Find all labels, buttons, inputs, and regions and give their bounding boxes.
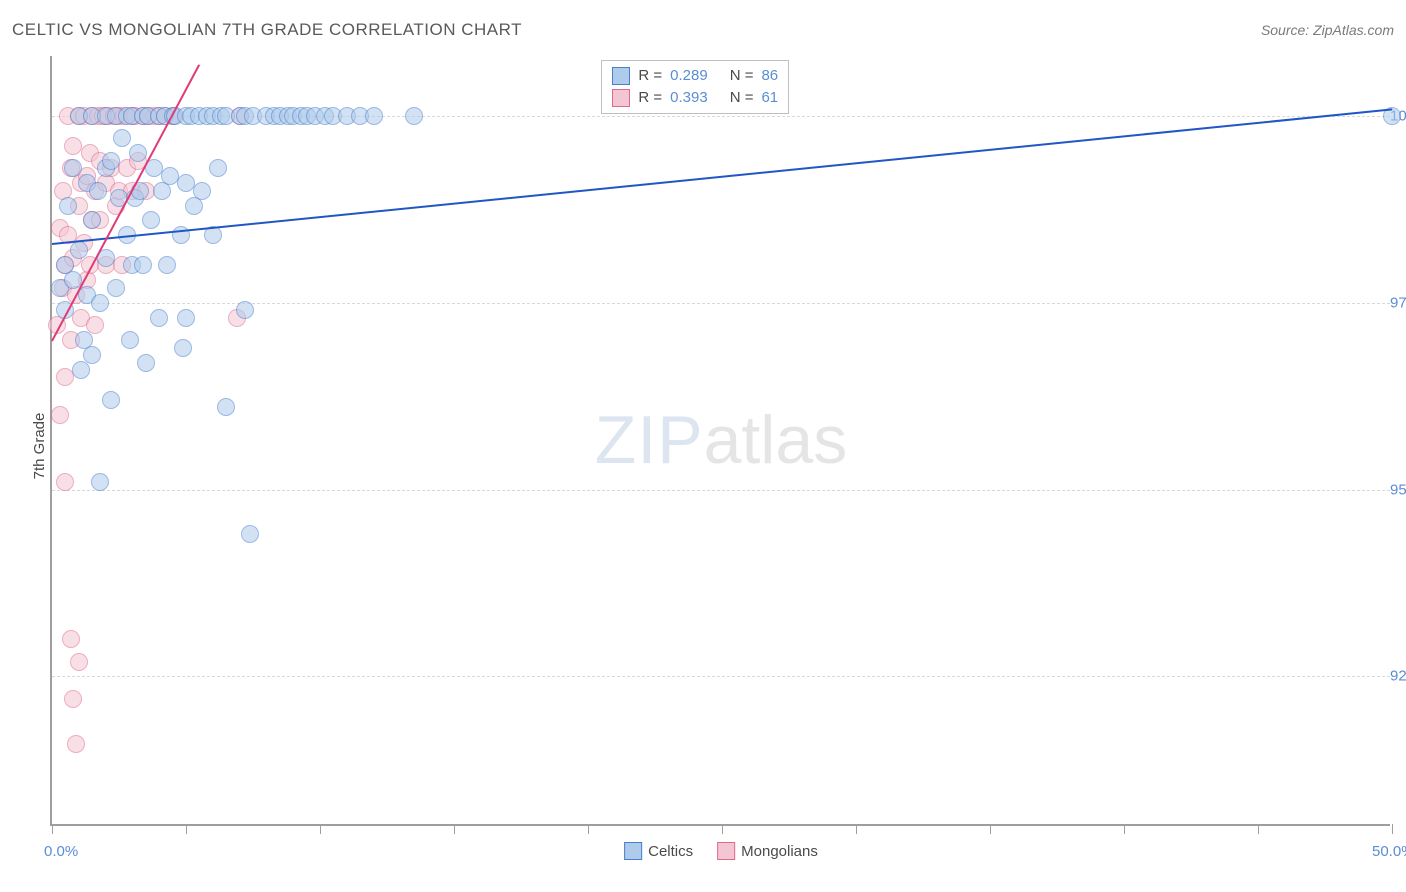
stats-row: R = 0.289 N = 86 <box>612 65 778 87</box>
data-point <box>158 256 176 274</box>
data-point <box>102 152 120 170</box>
x-tick <box>320 824 321 834</box>
y-tick-label: 97.5% <box>1390 294 1406 311</box>
stats-n-value: 86 <box>761 65 778 87</box>
data-point <box>142 211 160 229</box>
x-tick <box>1124 824 1125 834</box>
stats-r-label: R = <box>638 65 662 87</box>
x-tick <box>454 824 455 834</box>
x-tick <box>52 824 53 834</box>
y-tick-label: 92.5% <box>1390 668 1406 685</box>
data-point <box>107 279 125 297</box>
data-point <box>121 331 139 349</box>
data-point <box>129 144 147 162</box>
gridline-h <box>52 676 1390 677</box>
y-tick-label: 95.0% <box>1390 481 1406 498</box>
data-point <box>405 107 423 125</box>
stats-n-value: 61 <box>761 87 778 109</box>
data-point <box>83 346 101 364</box>
data-point <box>365 107 383 125</box>
stats-swatch <box>612 89 630 107</box>
data-point <box>64 690 82 708</box>
x-tick <box>1258 824 1259 834</box>
gridline-h <box>52 490 1390 491</box>
legend-label: Mongolians <box>741 843 818 860</box>
stats-row: R = 0.393 N = 61 <box>612 87 778 109</box>
data-point <box>241 525 259 543</box>
legend-swatch <box>624 842 642 860</box>
data-point <box>137 354 155 372</box>
chart-source: Source: ZipAtlas.com <box>1261 22 1394 38</box>
data-point <box>217 398 235 416</box>
stats-r-label: R = <box>638 87 662 109</box>
data-point <box>56 473 74 491</box>
legend-item: Celtics <box>624 842 693 860</box>
legend-item: Mongolians <box>717 842 818 860</box>
data-point <box>89 182 107 200</box>
data-point <box>91 473 109 491</box>
data-point <box>193 182 211 200</box>
correlation-stats-box: R = 0.289 N = 86 R = 0.393 N = 61 <box>601 60 789 114</box>
watermark: ZIPatlas <box>595 401 847 479</box>
stats-n-label: N = <box>730 87 754 109</box>
legend-label: Celtics <box>648 843 693 860</box>
chart-title: CELTIC VS MONGOLIAN 7TH GRADE CORRELATIO… <box>12 20 522 40</box>
source-prefix: Source: <box>1261 22 1313 38</box>
x-tick-label: 50.0% <box>1372 843 1406 860</box>
trend-line <box>52 108 1392 245</box>
data-point <box>67 735 85 753</box>
data-point <box>113 129 131 147</box>
data-point <box>91 294 109 312</box>
source-name: ZipAtlas.com <box>1313 22 1394 38</box>
data-point <box>62 630 80 648</box>
x-tick <box>990 824 991 834</box>
x-tick <box>186 824 187 834</box>
stats-n-label: N = <box>730 65 754 87</box>
data-point <box>134 256 152 274</box>
data-point <box>150 309 168 327</box>
x-tick <box>856 824 857 834</box>
watermark-atlas: atlas <box>704 402 848 478</box>
x-tick <box>1392 824 1393 834</box>
data-point <box>59 197 77 215</box>
y-axis-title: 7th Grade <box>31 413 48 480</box>
chart-header: CELTIC VS MONGOLIAN 7TH GRADE CORRELATIO… <box>12 20 1394 40</box>
data-point <box>64 159 82 177</box>
data-point <box>177 309 195 327</box>
data-point <box>236 301 254 319</box>
data-point <box>83 211 101 229</box>
data-point <box>51 406 69 424</box>
data-point <box>70 241 88 259</box>
x-tick-label: 0.0% <box>44 843 78 860</box>
stats-swatch <box>612 67 630 85</box>
watermark-zip: ZIP <box>595 402 704 478</box>
legend-swatch <box>717 842 735 860</box>
data-point <box>72 361 90 379</box>
data-point <box>209 159 227 177</box>
gridline-h <box>52 303 1390 304</box>
stats-r-value: 0.289 <box>670 65 708 87</box>
data-point <box>174 339 192 357</box>
scatter-plot: ZIPatlas R = 0.289N = 86R = 0.393N = 61 … <box>50 56 1390 826</box>
chart-legend: Celtics Mongolians <box>624 842 818 860</box>
x-tick <box>722 824 723 834</box>
x-tick <box>588 824 589 834</box>
data-point <box>70 653 88 671</box>
stats-r-value: 0.393 <box>670 87 708 109</box>
data-point <box>102 391 120 409</box>
